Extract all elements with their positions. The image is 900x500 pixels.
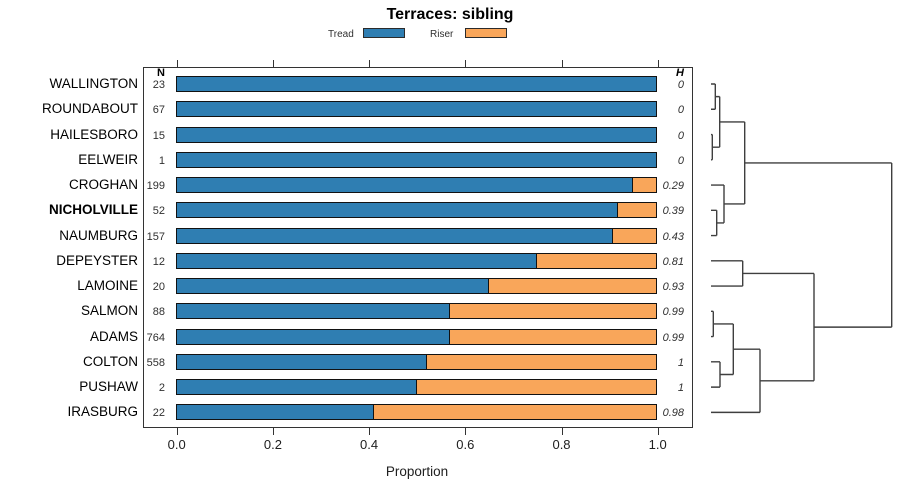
tread-segment	[177, 354, 427, 369]
tread-segment	[177, 228, 614, 243]
n-value: 67	[152, 104, 165, 117]
h-value: 0	[677, 129, 684, 142]
bottom-axis-tick	[657, 428, 659, 435]
stacked-bar	[176, 177, 658, 194]
tread-segment	[177, 304, 451, 319]
legend-swatch-tread	[363, 28, 405, 38]
stacked-bar	[176, 252, 658, 269]
row-label: WALLINGTON	[49, 76, 138, 91]
top-axis-tick	[465, 60, 467, 67]
n-value: 764	[146, 331, 165, 344]
h-value: 0.81	[662, 255, 684, 268]
tread-segment	[177, 203, 619, 218]
x-tick-label: 0.2	[263, 437, 282, 452]
bottom-axis-tick	[465, 428, 467, 435]
row-label: HAILESBORO	[50, 126, 138, 142]
bottom-axis-tick	[369, 428, 371, 435]
tread-segment	[177, 77, 657, 91]
h-value: 0.99	[662, 306, 684, 319]
stacked-bar	[176, 404, 658, 421]
h-value: 0.99	[662, 331, 684, 344]
tread-segment	[177, 380, 417, 395]
row-label: EELWEIR	[78, 151, 138, 167]
x-tick-label: 0.0	[167, 437, 186, 452]
stacked-bar	[176, 227, 658, 244]
tread-segment	[177, 329, 451, 344]
tread-segment	[177, 178, 633, 193]
tread-segment	[177, 253, 537, 268]
n-value: 558	[146, 356, 165, 369]
stacked-bar	[176, 379, 658, 396]
row-label: SALMON	[80, 303, 138, 319]
stacked-bar	[176, 328, 658, 345]
chart-title: Terraces: sibling	[386, 6, 514, 23]
row-label: NICHOLVILLE	[49, 202, 138, 218]
bottom-axis-tick	[176, 428, 178, 435]
h-value: 0.98	[662, 407, 684, 420]
row-label: DEPEYSTER	[56, 252, 138, 268]
n-value: 23	[152, 79, 165, 91]
x-tick-label: 0.8	[552, 437, 571, 452]
n-value: 157	[146, 230, 165, 243]
n-value: 2	[158, 382, 165, 395]
top-axis-tick	[657, 60, 659, 67]
tread-segment	[177, 152, 657, 167]
row-label: ROUNDABOUT	[41, 101, 138, 117]
top-axis-tick	[369, 60, 371, 67]
top-axis-tick	[561, 60, 563, 67]
tread-segment	[177, 102, 657, 117]
row-label: PUSHAW	[79, 379, 138, 395]
h-value: 0.39	[662, 205, 684, 218]
n-value: 199	[146, 180, 165, 193]
h-column-header: H	[676, 67, 684, 79]
stacked-bar	[176, 202, 658, 219]
stacked-bar	[176, 101, 658, 118]
top-axis-tick	[272, 60, 274, 67]
n-value: 15	[152, 129, 165, 142]
dendrogram-lines	[711, 83, 893, 414]
stacked-bar	[176, 126, 658, 143]
row-label: NAUMBURG	[59, 227, 138, 243]
h-value: 0	[677, 79, 684, 91]
plot-panel-border	[143, 67, 693, 428]
n-value: 22	[152, 407, 165, 420]
h-value: 0	[677, 154, 684, 167]
h-value: 1	[677, 356, 684, 369]
legend-swatch-riser	[465, 28, 507, 38]
h-value: 0.93	[662, 281, 684, 294]
x-tick-label: 0.4	[360, 437, 379, 452]
bottom-axis-tick	[272, 428, 274, 435]
legend-label-riser: Riser	[430, 29, 454, 40]
row-label: CROGHAN	[68, 177, 138, 193]
n-value: 88	[152, 306, 165, 319]
x-tick-label: 0.6	[456, 437, 475, 452]
stacked-bar	[176, 303, 658, 320]
row-label: ADAMS	[89, 328, 138, 344]
tread-segment	[177, 279, 489, 294]
n-value: 20	[152, 281, 165, 294]
n-value: 52	[152, 205, 165, 218]
tread-segment	[177, 405, 374, 420]
bottom-axis-tick	[561, 428, 563, 435]
h-value: 1	[677, 382, 684, 395]
top-axis-tick	[176, 60, 178, 67]
n-column-header: N	[157, 67, 165, 79]
legend-label-tread: Tread	[328, 29, 354, 40]
x-tick-label: 1.0	[648, 437, 667, 452]
stacked-bar	[176, 353, 658, 370]
row-label: LAMOINE	[77, 278, 138, 294]
row-label: COLTON	[82, 353, 138, 369]
stacked-bar	[176, 151, 658, 168]
h-value: 0.43	[662, 230, 684, 243]
tread-segment	[177, 127, 657, 142]
row-label: IRASBURG	[67, 404, 138, 420]
h-value: 0	[677, 104, 684, 117]
stacked-bar	[176, 278, 658, 295]
x-axis-title: Proportion	[385, 464, 449, 479]
stacked-bar	[176, 76, 658, 92]
n-value: 1	[158, 154, 165, 167]
h-value: 0.29	[662, 180, 684, 193]
n-value: 12	[152, 255, 165, 268]
